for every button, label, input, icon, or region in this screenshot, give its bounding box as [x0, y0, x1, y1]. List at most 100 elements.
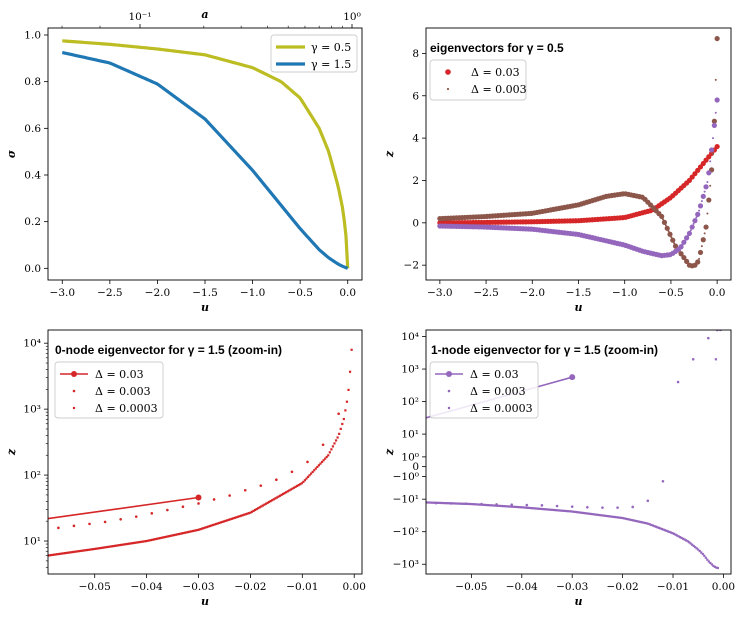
data-point: [539, 507, 543, 511]
data-point: [656, 526, 659, 529]
data-point: [618, 516, 621, 519]
data-point: [601, 506, 604, 509]
data-point: [339, 427, 342, 431]
data-point: [548, 508, 552, 511]
data-point: [683, 538, 686, 541]
data-point-fine: [711, 137, 714, 140]
data-point: [95, 547, 98, 550]
data-point: [294, 485, 297, 488]
legend-label-1: Δ = 0.03: [470, 368, 519, 381]
data-point: [570, 510, 573, 513]
data-point: [518, 506, 521, 509]
legend-label-2: Δ = 0.003: [95, 385, 151, 398]
data-point: [645, 522, 648, 525]
data-point: [182, 531, 185, 535]
data-point: [579, 511, 582, 514]
data-point: [704, 556, 707, 559]
data-point: [429, 501, 432, 504]
data-point: [671, 532, 674, 535]
data-point: [225, 519, 229, 522]
data-point: [595, 513, 599, 516]
data-point: [716, 566, 719, 570]
data-point: [453, 502, 456, 505]
data-point: [88, 548, 92, 551]
data-point: [505, 505, 508, 508]
data-point: [435, 501, 438, 504]
data-point: [703, 554, 706, 557]
data-point: [483, 503, 487, 507]
data-point: [72, 524, 76, 528]
legend-label-3: Δ = 0.0003: [470, 402, 533, 415]
data-point: [216, 522, 219, 525]
y-tick-label: −2: [404, 260, 419, 272]
data-point: [529, 506, 532, 510]
data-point: [239, 514, 243, 517]
data-point: [597, 513, 600, 517]
data-point: [149, 539, 152, 542]
data-point: [557, 509, 561, 512]
data-point: [222, 520, 226, 523]
data-point: [290, 470, 294, 474]
y-tick-label: 10¹: [401, 429, 419, 441]
data-point: [215, 522, 218, 526]
data-point: [132, 541, 135, 545]
data-point: [336, 436, 339, 439]
x-axis-label: u: [575, 301, 583, 314]
data-point-fine: [662, 218, 665, 221]
data-point: [53, 553, 56, 556]
y-tick-label: 0: [412, 217, 419, 229]
x-tick-label: −2.5: [473, 287, 499, 299]
y-tick-label: 1.0: [24, 30, 41, 42]
data-point: [621, 516, 624, 520]
y-tick-label: 8: [412, 48, 419, 60]
data-point-coarse: [684, 258, 690, 264]
x-tick-label: −0.5: [287, 287, 313, 299]
data-point: [601, 514, 605, 517]
data-point: [73, 550, 76, 553]
data-point: [586, 512, 589, 515]
data-point: [249, 511, 252, 514]
data-point: [74, 550, 78, 553]
data-point-coarse: [697, 203, 704, 209]
data-point: [109, 545, 112, 548]
data-point: [580, 511, 583, 514]
data-point: [638, 520, 641, 523]
data-point: [257, 507, 260, 510]
data-point: [204, 526, 207, 529]
data-point: [456, 502, 459, 505]
data-point: [134, 541, 137, 544]
data-point: [538, 507, 541, 510]
data-point: [243, 513, 246, 516]
data-point-fine: [698, 257, 701, 260]
data-point: [300, 482, 303, 485]
data-point: [594, 513, 597, 516]
y-tick-label: 10³: [401, 364, 419, 376]
data-point: [321, 443, 325, 447]
data-point: [503, 505, 506, 508]
x-tick-label: −0.05: [79, 581, 111, 593]
data-point: [238, 515, 241, 518]
data-point-coarse: [695, 259, 701, 265]
data-point: [261, 504, 264, 507]
data-point: [500, 504, 503, 508]
data-point: [269, 499, 272, 503]
data-point: [491, 504, 494, 507]
data-point: [70, 551, 73, 554]
data-point: [92, 548, 95, 551]
data-point: [511, 505, 514, 508]
data-point: [54, 553, 57, 556]
x-tick-label: 0.00: [343, 581, 366, 593]
data-point: [212, 498, 216, 501]
data-point: [137, 541, 140, 544]
legend-marker-1: [446, 371, 452, 377]
data-point: [499, 504, 502, 508]
x-tick-label: −2.0: [145, 287, 171, 299]
data-point: [540, 504, 544, 507]
data-point: [345, 400, 349, 403]
data-point: [347, 388, 350, 392]
data-point-coarse: [697, 249, 704, 256]
x-tick-label: −0.02: [607, 581, 639, 593]
data-point: [588, 512, 591, 515]
data-point: [165, 535, 168, 538]
data-point: [444, 502, 447, 505]
